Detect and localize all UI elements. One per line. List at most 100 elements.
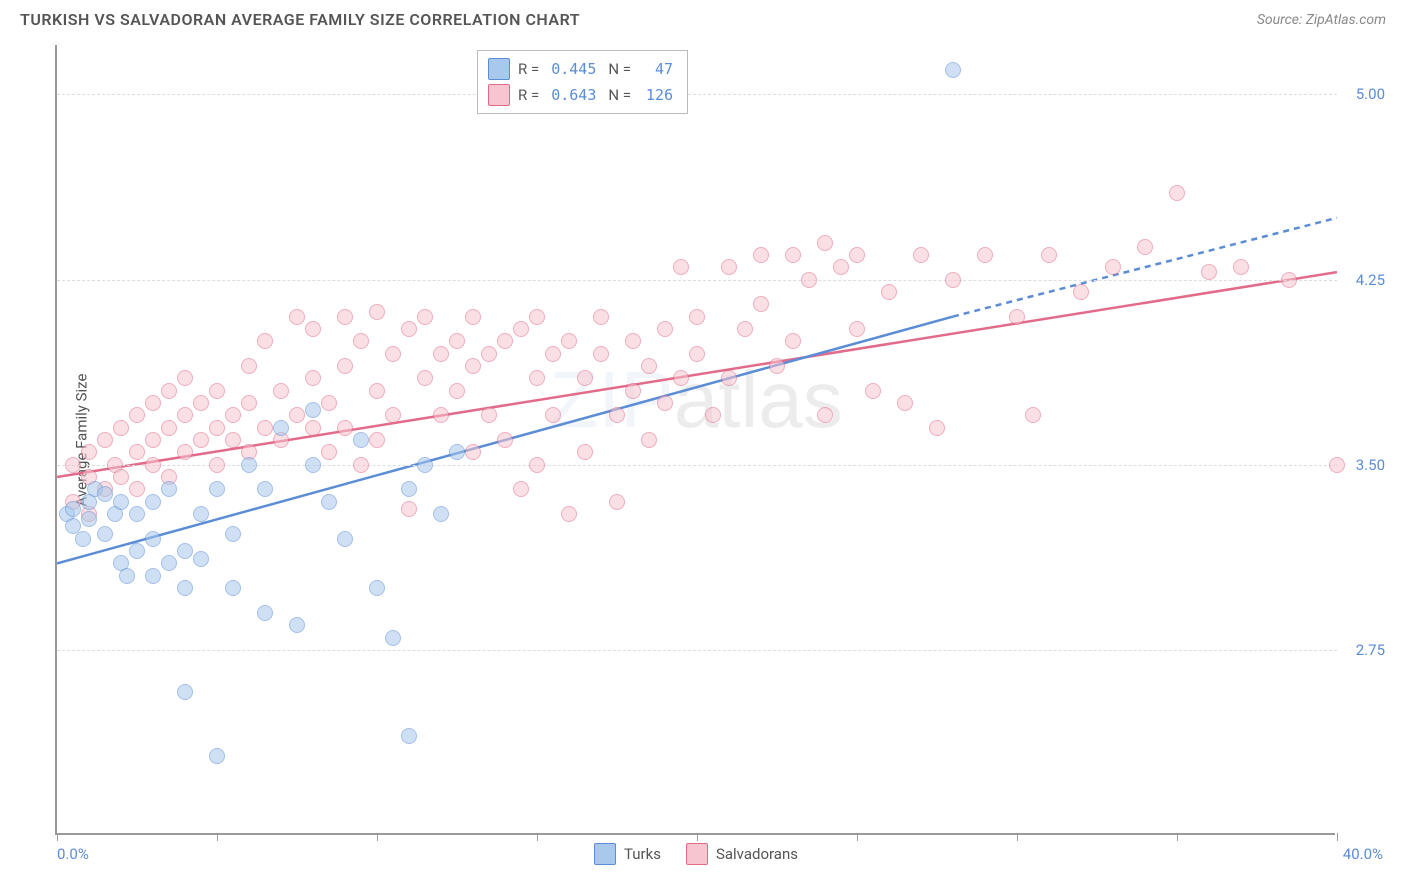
scatter-point bbox=[129, 481, 145, 497]
watermark: ZIPatlas bbox=[549, 354, 842, 446]
scatter-point bbox=[385, 630, 401, 646]
scatter-point bbox=[145, 457, 161, 473]
scatter-point bbox=[369, 304, 385, 320]
legend-swatch bbox=[686, 843, 708, 865]
x-tick bbox=[217, 833, 218, 841]
scatter-point bbox=[209, 457, 225, 473]
scatter-point bbox=[849, 247, 865, 263]
scatter-point bbox=[369, 383, 385, 399]
scatter-point bbox=[177, 543, 193, 559]
scatter-point bbox=[75, 531, 91, 547]
scatter-point bbox=[225, 526, 241, 542]
scatter-point bbox=[305, 457, 321, 473]
scatter-point bbox=[97, 486, 113, 502]
scatter-point bbox=[513, 321, 529, 337]
scatter-point bbox=[897, 395, 913, 411]
scatter-point bbox=[1041, 247, 1057, 263]
scatter-point bbox=[529, 457, 545, 473]
grid-line bbox=[57, 94, 1337, 95]
legend-n-label: N = bbox=[608, 86, 631, 104]
scatter-point bbox=[97, 526, 113, 542]
scatter-point bbox=[161, 481, 177, 497]
scatter-point bbox=[641, 432, 657, 448]
legend-series-label: Salvadorans bbox=[716, 845, 798, 863]
legend-item: Turks bbox=[594, 843, 661, 865]
scatter-point bbox=[193, 432, 209, 448]
x-tick bbox=[857, 833, 858, 841]
scatter-point bbox=[209, 748, 225, 764]
scatter-point bbox=[161, 383, 177, 399]
x-tick bbox=[697, 833, 698, 841]
scatter-point bbox=[177, 407, 193, 423]
scatter-point bbox=[625, 383, 641, 399]
scatter-point bbox=[689, 346, 705, 362]
scatter-point bbox=[977, 247, 993, 263]
scatter-point bbox=[1137, 239, 1153, 255]
scatter-point bbox=[497, 432, 513, 448]
scatter-point bbox=[129, 407, 145, 423]
scatter-point bbox=[337, 531, 353, 547]
scatter-point bbox=[817, 235, 833, 251]
legend-r-label: R = bbox=[518, 86, 539, 104]
scatter-point bbox=[401, 501, 417, 517]
scatter-point bbox=[1025, 407, 1041, 423]
scatter-point bbox=[913, 247, 929, 263]
scatter-point bbox=[353, 432, 369, 448]
scatter-point bbox=[353, 457, 369, 473]
scatter-point bbox=[1329, 457, 1345, 473]
scatter-point bbox=[305, 402, 321, 418]
scatter-point bbox=[257, 333, 273, 349]
x-tick bbox=[377, 833, 378, 841]
scatter-point bbox=[113, 420, 129, 436]
scatter-point bbox=[417, 370, 433, 386]
scatter-point bbox=[113, 494, 129, 510]
scatter-point bbox=[273, 383, 289, 399]
x-axis-start-label: 0.0% bbox=[57, 845, 89, 863]
legend-n-value: 47 bbox=[643, 60, 673, 78]
scatter-point bbox=[401, 728, 417, 744]
scatter-point bbox=[865, 383, 881, 399]
scatter-point bbox=[833, 259, 849, 275]
scatter-point bbox=[273, 420, 289, 436]
scatter-point bbox=[65, 457, 81, 473]
scatter-point bbox=[465, 444, 481, 460]
x-tick bbox=[1017, 833, 1018, 841]
scatter-point bbox=[209, 420, 225, 436]
scatter-point bbox=[305, 321, 321, 337]
legend-swatch bbox=[488, 84, 510, 106]
scatter-point bbox=[145, 432, 161, 448]
scatter-point bbox=[929, 420, 945, 436]
scatter-point bbox=[305, 370, 321, 386]
scatter-point bbox=[577, 370, 593, 386]
chart-title: TURKISH VS SALVADORAN AVERAGE FAMILY SIZ… bbox=[20, 10, 580, 29]
scatter-point bbox=[465, 309, 481, 325]
scatter-point bbox=[449, 383, 465, 399]
scatter-point bbox=[305, 420, 321, 436]
plot-area: ZIPatlas R =0.445N =47R =0.643N =126 0.0… bbox=[55, 45, 1335, 835]
scatter-point bbox=[257, 481, 273, 497]
scatter-point bbox=[673, 259, 689, 275]
scatter-point bbox=[849, 321, 865, 337]
scatter-point bbox=[817, 407, 833, 423]
scatter-point bbox=[545, 346, 561, 362]
scatter-point bbox=[753, 247, 769, 263]
scatter-point bbox=[369, 432, 385, 448]
scatter-point bbox=[561, 506, 577, 522]
legend-r-value: 0.643 bbox=[551, 86, 596, 104]
scatter-point bbox=[209, 383, 225, 399]
scatter-point bbox=[705, 407, 721, 423]
scatter-point bbox=[289, 617, 305, 633]
scatter-point bbox=[225, 580, 241, 596]
scatter-point bbox=[673, 370, 689, 386]
scatter-point bbox=[593, 309, 609, 325]
scatter-point bbox=[225, 432, 241, 448]
legend-n-value: 126 bbox=[643, 86, 673, 104]
scatter-point bbox=[337, 309, 353, 325]
scatter-point bbox=[1073, 284, 1089, 300]
legend-r-value: 0.445 bbox=[551, 60, 596, 78]
scatter-point bbox=[385, 346, 401, 362]
scatter-point bbox=[721, 259, 737, 275]
scatter-point bbox=[593, 346, 609, 362]
y-tick-label: 4.25 bbox=[1340, 271, 1385, 289]
scatter-point bbox=[497, 333, 513, 349]
